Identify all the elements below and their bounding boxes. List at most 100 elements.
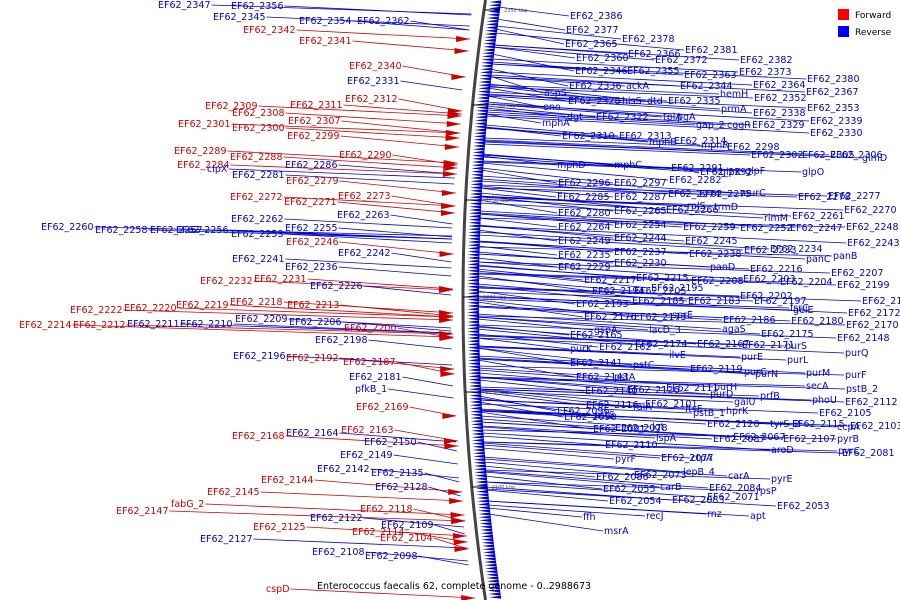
gene-label: EF62_2331 — [347, 76, 399, 87]
gene-label: EF62_2378 — [622, 34, 674, 45]
gene-label: EF62_2362 — [357, 16, 409, 27]
gene-label: EF62_2222 — [70, 305, 122, 316]
gene-label: EF62_2341 — [299, 36, 351, 47]
connector-line — [339, 432, 457, 443]
gene-label: EF62_2173 — [634, 312, 686, 323]
reverse-gene-arrow — [480, 531, 493, 535]
connector-line — [483, 461, 634, 476]
reverse-gene-arrow — [477, 96, 490, 100]
reverse-gene-arrow — [478, 83, 491, 87]
gene-label: EF62_2311 — [290, 100, 342, 111]
gene-label: EF62_2247 — [790, 223, 842, 234]
connector-line — [485, 488, 777, 507]
connector-line — [484, 127, 701, 146]
gene-label: EF62_2108 — [312, 547, 364, 558]
gene-label: EF62_2200 — [344, 323, 396, 334]
connector-line — [230, 164, 457, 175]
reverse-gene-arrow — [468, 218, 481, 222]
connector-line — [489, 71, 753, 86]
reverse-gene-arrow — [467, 307, 480, 311]
reverse-gene-arrow — [474, 128, 487, 132]
gene-label: EF62_2339 — [810, 116, 862, 127]
connector-line — [484, 471, 660, 488]
gene-label: EF62_2231 — [254, 274, 306, 285]
connector-line — [477, 334, 785, 347]
gene-label: EF62_2215 — [636, 273, 688, 284]
reverse-gene-arrow — [467, 269, 480, 273]
gene-label: EF62_2289 — [174, 146, 226, 157]
forward-gene-arrow — [453, 539, 468, 545]
connector-line — [228, 168, 455, 179]
forward-gene-arrow — [441, 203, 456, 209]
gene-label: EF62_2214 — [19, 320, 71, 331]
connector-line — [477, 337, 570, 350]
reverse-gene-arrow — [469, 192, 482, 196]
connector-line — [229, 304, 454, 318]
connector-line — [485, 489, 609, 502]
gene-label: EF62_2150 — [364, 437, 416, 448]
gene-label: EF62_2140 — [585, 386, 637, 397]
connector-line — [489, 76, 806, 93]
gene-label: pstA — [614, 372, 636, 383]
gene-label: EF62_2335 — [668, 96, 720, 107]
connector-line — [290, 588, 476, 599]
connector-line — [487, 500, 750, 517]
gene-label: EF62_2110 — [605, 440, 657, 451]
reverse-gene-arrow — [483, 42, 496, 46]
reverse-gene-arrow — [481, 61, 494, 65]
reverse-gene-arrow — [475, 483, 488, 487]
reverse-gene-arrow — [473, 461, 486, 465]
connector-lines — [72, 4, 862, 599]
gene-label: ccpA — [837, 422, 860, 433]
connector-line — [72, 324, 454, 338]
connector-line — [485, 481, 707, 498]
connector-line — [480, 178, 699, 195]
connector-line — [496, 18, 566, 31]
gene-label: EF62_2116 — [586, 400, 638, 411]
reverse-gene-arrow — [467, 358, 480, 362]
gene-label: EF62_2120 — [707, 419, 759, 430]
connector-line — [478, 217, 558, 228]
connector-line — [493, 44, 740, 61]
gene-label: EF62_2162 — [599, 342, 651, 353]
gene-label: EF62_2233 — [744, 245, 796, 256]
connector-line — [479, 199, 558, 214]
connector-line — [169, 510, 466, 522]
gene-label: pyrC — [838, 446, 861, 457]
connector-line — [434, 524, 465, 535]
connector-line — [478, 388, 645, 405]
reverse-gene-arrow — [480, 67, 493, 71]
reverse-gene-arrow — [483, 554, 496, 558]
connector-line — [487, 504, 646, 517]
connector-line — [393, 454, 458, 465]
reverse-gene-arrow — [472, 150, 485, 154]
gene-label: EF62_2285 — [557, 192, 609, 203]
reverse-gene-arrow — [468, 211, 481, 215]
gene-label: EF62_2220 — [124, 303, 176, 314]
connector-line — [495, 25, 622, 40]
connector-line — [484, 469, 771, 480]
reverse-gene-arrow — [472, 445, 485, 449]
reverse-gene-arrow — [484, 35, 497, 39]
connector-line — [492, 46, 576, 59]
gene-label: purH — [714, 382, 737, 393]
gene-label: mphC — [614, 160, 642, 171]
forward-swatch — [838, 9, 849, 20]
connector-line — [478, 389, 633, 408]
reverse-gene-arrow — [478, 515, 491, 519]
connector-line — [488, 513, 604, 532]
connector-line — [211, 4, 472, 15]
forward-gene-arrow — [440, 371, 455, 377]
gene-label: prfB — [760, 391, 780, 402]
reverse-gene-arrow — [469, 195, 482, 199]
connector-line — [400, 80, 463, 91]
gene-label: EF62_2084 — [709, 483, 761, 494]
reverse-gene-arrow — [474, 467, 487, 471]
gene-label: EF62_2275 — [699, 189, 751, 200]
reverse-gene-arrow — [469, 403, 482, 407]
reverse-gene-arrow — [467, 314, 480, 318]
gene-label: EF62_2229 — [558, 262, 610, 273]
forward-gene-arrow — [452, 533, 467, 539]
gene-label: EF62_2206 — [289, 317, 341, 328]
reverse-gene-arrow — [468, 371, 481, 375]
